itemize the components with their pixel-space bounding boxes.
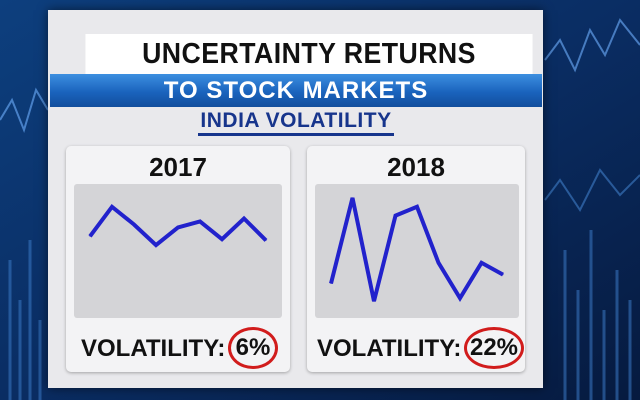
line-chart-2018: [329, 197, 504, 303]
data-point: [502, 274, 504, 276]
series-line: [88, 203, 268, 248]
data-point: [416, 206, 418, 208]
data-point: [330, 283, 332, 284]
chart-year-label: 2017: [149, 152, 207, 182]
volatility-label: VOLATILITY:: [317, 335, 462, 362]
data-point: [89, 235, 91, 237]
chart-panel-2018: 2018 VOLATILITY: 22%: [307, 146, 525, 372]
data-point: [133, 224, 135, 225]
data-point: [199, 221, 201, 222]
subheadline-banner: TO STOCK MARKETS: [50, 74, 542, 107]
data-point: [459, 297, 461, 299]
data-point: [243, 218, 245, 219]
section-title: INDIA VOLATILITY: [198, 108, 394, 136]
data-point: [373, 300, 375, 302]
data-point: [221, 238, 223, 240]
series-line: [329, 197, 504, 303]
volatility-row: VOLATILITY: 22%: [307, 327, 525, 369]
data-point: [481, 262, 482, 264]
data-point: [265, 239, 267, 241]
headline: UNCERTAINTY RETURNS: [85, 34, 533, 76]
volatility-value-circled: 22%: [464, 327, 524, 369]
data-point: [155, 244, 157, 246]
volatility-value-circled: 6%: [228, 327, 278, 369]
line-chart-2017: [88, 203, 268, 248]
chart-year-label: 2018: [387, 152, 445, 182]
data-point: [177, 226, 179, 228]
data-point: [352, 197, 353, 199]
data-point: [395, 215, 396, 217]
chart-panel-2017: 2017 VOLATILITY: 6%: [66, 146, 290, 372]
volatility-label: VOLATILITY:: [81, 335, 226, 362]
volatility-row: VOLATILITY: 6%: [66, 327, 290, 369]
line-chart-area: [315, 184, 519, 318]
line-chart-area: [74, 184, 282, 318]
data-point: [438, 262, 439, 264]
data-point: [111, 206, 113, 208]
